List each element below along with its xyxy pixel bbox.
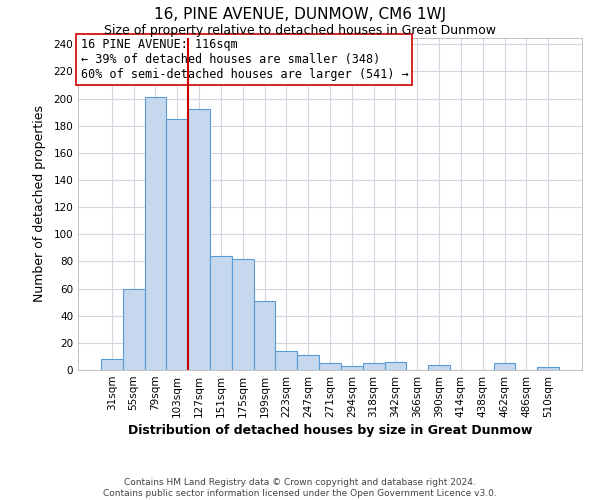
Bar xyxy=(385,362,406,370)
Text: Size of property relative to detached houses in Great Dunmow: Size of property relative to detached ho… xyxy=(104,24,496,37)
Bar xyxy=(363,363,385,370)
X-axis label: Distribution of detached houses by size in Great Dunmow: Distribution of detached houses by size … xyxy=(128,424,532,437)
Y-axis label: Number of detached properties: Number of detached properties xyxy=(34,106,46,302)
Bar xyxy=(166,119,188,370)
Bar xyxy=(188,110,210,370)
Bar xyxy=(428,364,450,370)
Bar xyxy=(297,355,319,370)
Bar xyxy=(537,368,559,370)
Bar xyxy=(275,351,297,370)
Bar xyxy=(254,301,275,370)
Text: Contains HM Land Registry data © Crown copyright and database right 2024.
Contai: Contains HM Land Registry data © Crown c… xyxy=(103,478,497,498)
Bar xyxy=(494,363,515,370)
Bar xyxy=(210,256,232,370)
Bar xyxy=(341,366,363,370)
Text: 16 PINE AVENUE: 116sqm
← 39% of detached houses are smaller (348)
60% of semi-de: 16 PINE AVENUE: 116sqm ← 39% of detached… xyxy=(80,38,408,81)
Text: 16, PINE AVENUE, DUNMOW, CM6 1WJ: 16, PINE AVENUE, DUNMOW, CM6 1WJ xyxy=(154,8,446,22)
Bar xyxy=(319,363,341,370)
Bar xyxy=(123,288,145,370)
Bar xyxy=(145,97,166,370)
Bar xyxy=(232,258,254,370)
Bar xyxy=(101,359,123,370)
